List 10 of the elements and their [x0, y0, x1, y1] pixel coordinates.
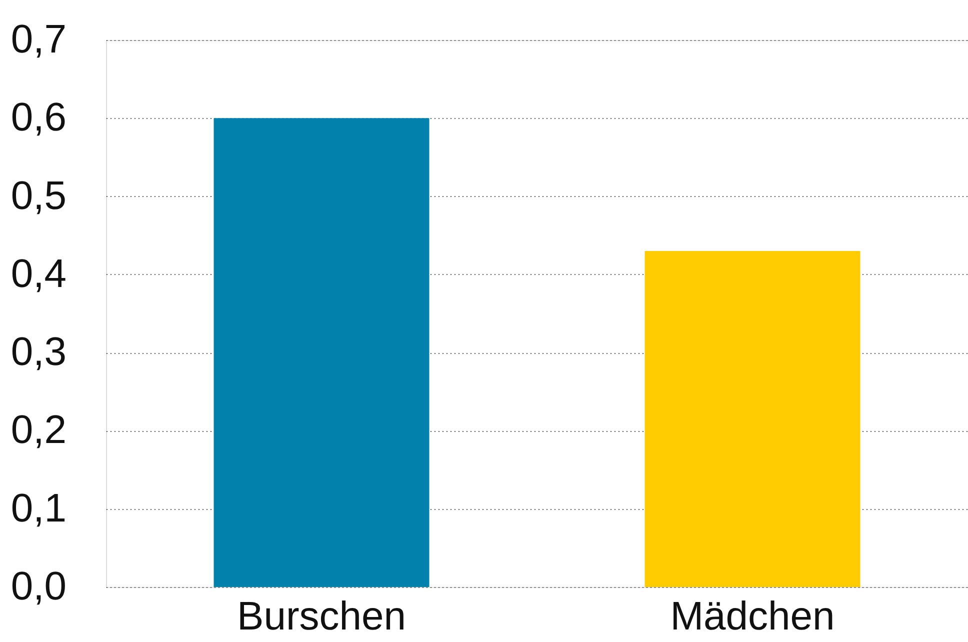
- y-tick-label: 0,6: [10, 96, 66, 140]
- y-tick-label: 0,2: [10, 408, 66, 452]
- y-tick-label: 0,4: [10, 252, 66, 296]
- x-tick-label: Burschen: [237, 594, 406, 638]
- y-tick-label: 0,0: [10, 564, 66, 608]
- x-tick-label: Mädchen: [670, 594, 835, 638]
- y-tick-label: 0,3: [10, 330, 66, 374]
- y-tick-label: 0,7: [10, 18, 66, 62]
- y-tick-label: 0,1: [10, 486, 66, 530]
- y-tick-label: 0,5: [10, 174, 66, 218]
